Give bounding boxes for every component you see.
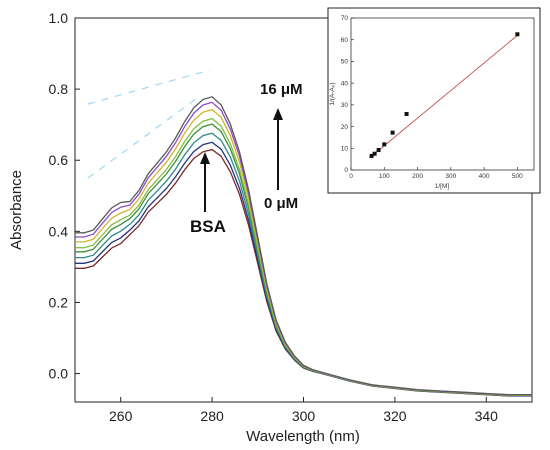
x-tick-label: 340 [475, 408, 499, 424]
x-tick-label: 260 [109, 408, 133, 424]
inset-data-point [372, 151, 377, 156]
inset-y-tick-label: 0 [344, 167, 348, 174]
y-tick-label: 0.4 [49, 223, 69, 239]
inset-data-point [382, 142, 387, 147]
inset-data-point [376, 148, 381, 153]
inset-y-tick-label: 50 [341, 59, 349, 66]
bsa-label: BSA [190, 217, 226, 236]
inset-plot: 0 100 200 300 400 500 0 10 20 30 40 50 60 70 1/[M] 1… [327, 7, 541, 194]
y-tick-label: 0.6 [49, 152, 69, 168]
y-tick-label: 1.0 [49, 10, 69, 26]
inset-x-label: 1/[M] [435, 183, 450, 190]
x-axis-label: Wavelength (nm) [246, 428, 360, 445]
absorbance-curves [75, 96, 532, 397]
bsa-arrow [200, 152, 210, 212]
y-axis-label: Absorbance [8, 170, 25, 250]
inset-y-tick-label: 20 [341, 124, 349, 131]
x-tick-label: 300 [292, 408, 316, 424]
y-tick-label: 0.0 [49, 366, 69, 382]
inset-data-point [369, 153, 374, 158]
inset-x-tick-label: 200 [412, 173, 423, 180]
annotation-top: 16 μM [260, 81, 303, 98]
concentration-arrow [273, 108, 283, 190]
inset-border [327, 7, 541, 194]
inset-y-ticks: 0 10 20 30 40 50 60 70 [341, 15, 354, 174]
inset-points [369, 32, 520, 158]
inset-data-point [390, 130, 395, 135]
main-plot: 260 280 300 320 340 0.00.20.40.60.81.0 Wavel… [8, 10, 533, 445]
inset-y-tick-label: 70 [341, 15, 349, 22]
annotation-bottom: 0 μM [264, 195, 298, 212]
inset-data-point [404, 111, 409, 116]
inset-frame [350, 17, 535, 171]
inset-x-tick-label: 400 [479, 173, 490, 180]
fit-line [369, 35, 518, 159]
inset-x-tick-label: 0 [349, 173, 353, 180]
inset-y-tick-label: 60 [341, 37, 349, 44]
inset-x-ticks: 0 100 200 300 400 500 [349, 167, 523, 180]
x-axis-ticks: 260 280 300 320 340 [109, 397, 498, 424]
absorbance-series-8 [75, 96, 532, 396]
x-tick-label: 280 [200, 408, 224, 424]
inset-fit-line [369, 35, 518, 159]
inset-y-tick-label: 30 [341, 102, 349, 109]
dashed-artifact [87, 69, 211, 179]
inset-y-tick-label: 10 [341, 145, 349, 152]
inset-x-tick-label: 300 [445, 173, 456, 180]
x-tick-label: 320 [383, 408, 407, 424]
y-axis-ticks: 0.0 0.2 0.4 0.6 0.8 1.0 [49, 10, 80, 382]
inset-y-label: 1/(A-A₀) [329, 82, 336, 105]
y-tick-label: 0.2 [49, 294, 69, 310]
inset-x-tick-label: 500 [512, 173, 523, 180]
inset-x-tick-label: 100 [379, 173, 390, 180]
inset-data-point [515, 32, 520, 37]
y-tick-label: 0.8 [49, 81, 69, 97]
inset-y-tick-label: 40 [341, 80, 349, 87]
